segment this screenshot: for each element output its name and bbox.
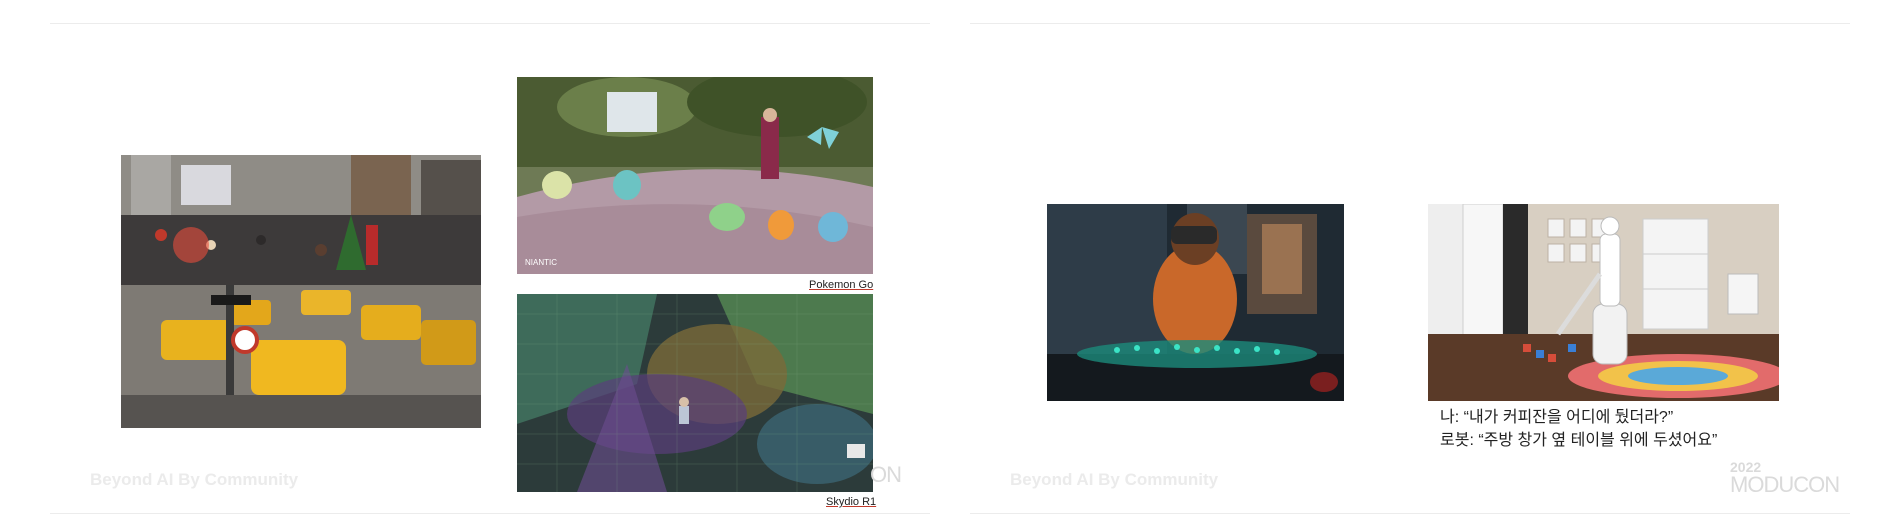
top-divider bbox=[50, 23, 930, 24]
footer-tagline: Beyond AI By Community bbox=[90, 470, 299, 489]
pokemon-go-caption: Pokemon Go bbox=[809, 279, 874, 291]
moducon-logo: ON bbox=[870, 462, 902, 487]
skydio-r1-caption: Skydio R1 bbox=[826, 496, 877, 508]
slide-left: NIANTIC Pokemon Go Skydio R1 bbox=[50, 0, 930, 530]
home-robot-living-room-photo bbox=[1428, 204, 1779, 401]
logo-name: ON bbox=[870, 462, 902, 487]
bottom-divider bbox=[50, 513, 930, 514]
robot-dialog: 나: “내가 커피잔을 어디에 뒀더라?” 로봇: “주방 창가 옆 테이블 위… bbox=[1440, 406, 1717, 452]
footer-tagline: Beyond AI By Community bbox=[1010, 470, 1219, 489]
times-square-crowd-photo bbox=[121, 155, 481, 428]
logo-name: MODUCON bbox=[1730, 472, 1840, 497]
moducon-logo: 2022 MODUCON bbox=[1730, 459, 1840, 497]
dialog-line-user: 나: “내가 커피잔을 어디에 뒀더라?” bbox=[1440, 409, 1674, 426]
bottom-divider bbox=[970, 513, 1850, 514]
logo-year: 2022 bbox=[1730, 459, 1762, 475]
vr-headset-hologram-photo bbox=[1047, 204, 1344, 401]
svg-text:NIANTIC: NIANTIC bbox=[525, 258, 557, 267]
pokemon-go-ar-photo: NIANTIC bbox=[517, 77, 873, 274]
slide-right: 나: “내가 커피잔을 어디에 뒀더라?” 로봇: “주방 창가 옆 테이블 위… bbox=[970, 0, 1850, 530]
top-divider bbox=[970, 23, 1850, 24]
dialog-line-robot: 로봇: “주방 창가 옆 테이블 위에 두셨어요” bbox=[1440, 432, 1718, 449]
skydio-r1-drone-view-photo bbox=[517, 294, 873, 492]
